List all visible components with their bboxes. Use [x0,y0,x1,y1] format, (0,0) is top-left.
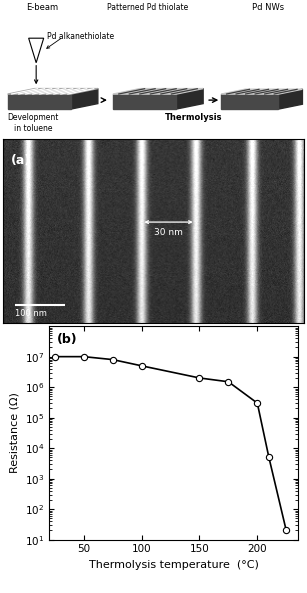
X-axis label: Thermolysis temperature  (°C): Thermolysis temperature (°C) [88,560,258,570]
Polygon shape [113,88,203,94]
Polygon shape [113,94,176,109]
Text: Pd alkanethiolate: Pd alkanethiolate [47,33,114,42]
Polygon shape [221,89,302,94]
Text: Patterned Pd thiolate: Patterned Pd thiolate [107,3,188,12]
Text: E-beam: E-beam [26,3,58,12]
Polygon shape [8,88,98,94]
Polygon shape [71,88,98,109]
Text: 30 nm: 30 nm [154,228,183,237]
Polygon shape [8,94,71,109]
Polygon shape [176,88,203,109]
Polygon shape [221,94,278,109]
Polygon shape [29,38,44,63]
Text: Pd NWs: Pd NWs [252,3,284,12]
Polygon shape [278,89,302,109]
Y-axis label: Resistance (Ω): Resistance (Ω) [9,393,19,473]
Text: Development
in toluene: Development in toluene [7,113,59,133]
Text: (b): (b) [56,333,77,346]
Text: Thermolysis: Thermolysis [165,113,223,122]
Text: (a): (a) [11,154,31,167]
Text: 100 nm: 100 nm [15,309,47,318]
